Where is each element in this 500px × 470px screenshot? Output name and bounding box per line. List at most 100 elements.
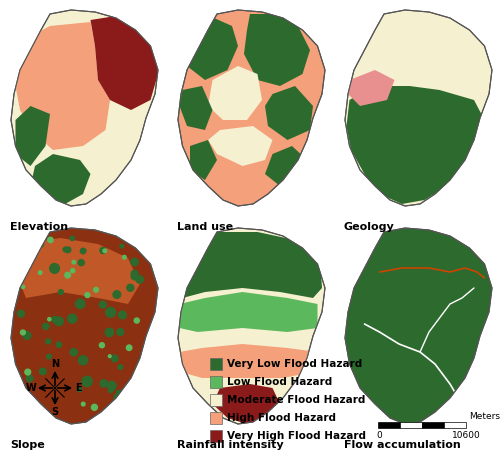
- Polygon shape: [11, 10, 158, 206]
- Polygon shape: [208, 126, 272, 166]
- Text: Flow accumulation: Flow accumulation: [344, 440, 461, 450]
- Circle shape: [111, 355, 118, 362]
- Polygon shape: [345, 10, 492, 206]
- Circle shape: [119, 405, 123, 409]
- Text: W: W: [26, 383, 36, 393]
- Circle shape: [40, 368, 46, 375]
- Text: Low Flood Hazard: Low Flood Hazard: [227, 377, 332, 387]
- Circle shape: [38, 271, 42, 274]
- Circle shape: [131, 273, 138, 280]
- Text: High Flood Hazard: High Flood Hazard: [227, 413, 336, 423]
- Circle shape: [117, 329, 124, 336]
- Text: N: N: [51, 359, 59, 369]
- Text: Slope: Slope: [10, 440, 45, 450]
- Polygon shape: [180, 292, 318, 332]
- Circle shape: [134, 239, 141, 246]
- Circle shape: [48, 318, 51, 321]
- Bar: [378, 422, 400, 428]
- Polygon shape: [16, 238, 140, 304]
- Text: Moderate Flood Hazard: Moderate Flood Hazard: [227, 395, 366, 405]
- Polygon shape: [178, 228, 325, 424]
- Bar: [210, 376, 222, 388]
- Circle shape: [78, 356, 88, 365]
- Circle shape: [23, 331, 31, 339]
- Bar: [210, 412, 222, 424]
- Circle shape: [114, 393, 122, 402]
- Polygon shape: [190, 140, 217, 180]
- Circle shape: [65, 247, 71, 253]
- Circle shape: [82, 402, 85, 406]
- Circle shape: [116, 390, 120, 394]
- Polygon shape: [11, 228, 158, 424]
- Text: Elevation: Elevation: [10, 222, 68, 232]
- Circle shape: [136, 276, 143, 283]
- Polygon shape: [30, 154, 90, 204]
- Circle shape: [100, 380, 108, 387]
- Bar: [444, 422, 466, 428]
- Circle shape: [120, 244, 124, 248]
- Circle shape: [122, 255, 126, 259]
- Circle shape: [70, 268, 75, 273]
- Circle shape: [54, 317, 64, 326]
- Circle shape: [34, 401, 36, 403]
- Circle shape: [25, 369, 30, 375]
- Circle shape: [46, 354, 52, 359]
- Text: Rainfall intensity: Rainfall intensity: [177, 440, 284, 450]
- Circle shape: [70, 236, 74, 241]
- Circle shape: [77, 387, 82, 392]
- Circle shape: [106, 307, 116, 317]
- Circle shape: [122, 405, 126, 410]
- Circle shape: [26, 375, 33, 382]
- Polygon shape: [180, 344, 318, 378]
- Text: 10600: 10600: [452, 431, 480, 440]
- Circle shape: [100, 247, 106, 253]
- Circle shape: [137, 403, 146, 413]
- Circle shape: [52, 316, 58, 322]
- Bar: [210, 430, 222, 442]
- Circle shape: [56, 342, 62, 347]
- Polygon shape: [265, 146, 307, 186]
- Text: Meters: Meters: [469, 412, 500, 421]
- Circle shape: [108, 355, 111, 358]
- Circle shape: [131, 258, 138, 266]
- Circle shape: [108, 410, 115, 418]
- Circle shape: [20, 330, 25, 335]
- Text: Geology: Geology: [344, 222, 395, 232]
- Polygon shape: [212, 384, 280, 424]
- Circle shape: [58, 290, 64, 295]
- Circle shape: [70, 349, 78, 356]
- Circle shape: [48, 237, 53, 243]
- Text: Land use: Land use: [177, 222, 233, 232]
- Polygon shape: [208, 66, 262, 120]
- Bar: [400, 422, 422, 428]
- Circle shape: [63, 247, 68, 252]
- Polygon shape: [180, 14, 238, 80]
- Text: 0: 0: [376, 431, 382, 440]
- Circle shape: [82, 376, 92, 387]
- Circle shape: [65, 272, 70, 278]
- Circle shape: [126, 345, 132, 351]
- Circle shape: [50, 264, 59, 273]
- Polygon shape: [180, 86, 212, 130]
- Bar: [422, 422, 444, 428]
- Circle shape: [127, 284, 134, 291]
- Polygon shape: [265, 86, 313, 140]
- Circle shape: [80, 248, 86, 254]
- Polygon shape: [178, 10, 325, 206]
- Circle shape: [108, 388, 113, 392]
- Polygon shape: [16, 106, 50, 166]
- Polygon shape: [345, 228, 492, 424]
- Circle shape: [108, 381, 116, 390]
- Circle shape: [113, 291, 120, 298]
- Circle shape: [72, 260, 76, 264]
- Circle shape: [46, 339, 50, 344]
- Polygon shape: [90, 16, 158, 110]
- Text: Very Low Flood Hazard: Very Low Flood Hazard: [227, 359, 362, 369]
- Circle shape: [131, 270, 138, 277]
- Polygon shape: [346, 86, 484, 204]
- Circle shape: [105, 328, 114, 337]
- Circle shape: [76, 299, 85, 309]
- Circle shape: [94, 287, 98, 292]
- Text: Very High Flood Hazard: Very High Flood Hazard: [227, 431, 366, 441]
- Text: E: E: [76, 383, 82, 393]
